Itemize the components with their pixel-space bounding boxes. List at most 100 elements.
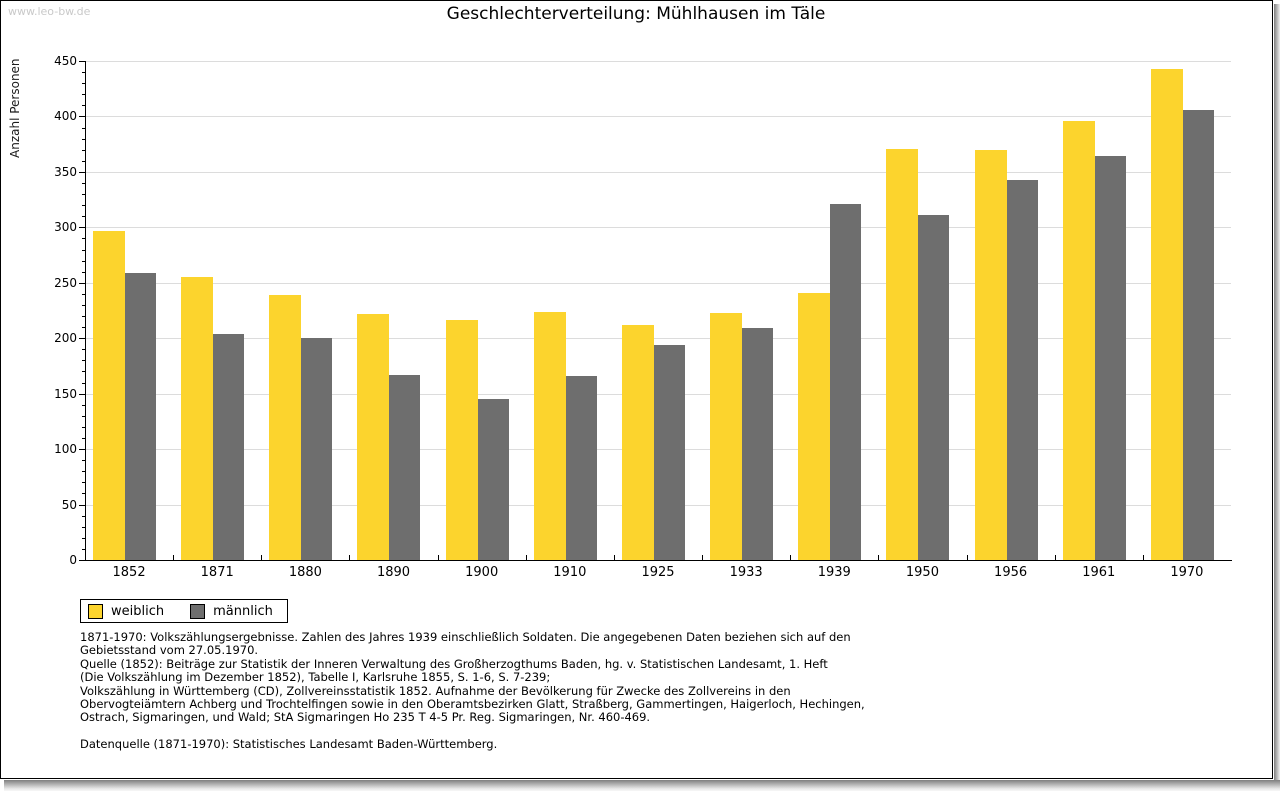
y-minor-tick-320 <box>82 205 85 207</box>
bar-männlich-1880 <box>301 338 333 560</box>
y-major-tick-200 <box>79 338 85 340</box>
y-minor-tick-390 <box>82 127 85 129</box>
y-major-tick-400 <box>79 116 85 118</box>
source-notes: 1871-1970: Volkszählungsergebnisse. Zahl… <box>80 630 1220 725</box>
source-note-line: Ostrach, Sigmaringen, und Wald; StA Sigm… <box>80 710 651 725</box>
y-minor-tick-130 <box>82 415 85 417</box>
y-minor-tick-170 <box>82 371 85 373</box>
chart-title: Geschlechterverteilung: Mühlhausen im Tä… <box>446 4 826 24</box>
x-tick-7 <box>702 555 703 560</box>
x-tick-label-1890: 1890 <box>376 565 411 580</box>
y-major-tick-350 <box>79 171 85 173</box>
bar-männlich-1871 <box>213 333 245 560</box>
legend-swatch-weiblich <box>88 603 103 619</box>
bar-männlich-1900 <box>477 399 509 560</box>
y-minor-tick-280 <box>82 249 85 251</box>
y-minor-tick-410 <box>82 105 85 107</box>
bar-weiblich-1880 <box>269 294 302 560</box>
x-tick-label-1939: 1939 <box>817 565 851 580</box>
x-tick-9 <box>878 555 879 560</box>
bar-männlich-1933 <box>742 328 774 560</box>
frame-shadow-right <box>1274 4 1280 780</box>
bar-weiblich-1890 <box>357 313 390 560</box>
bar-weiblich-1925 <box>621 324 654 560</box>
x-tick-label-1910: 1910 <box>553 565 587 580</box>
y-minor-tick-140 <box>82 404 85 406</box>
x-tick-11 <box>1055 555 1056 560</box>
gridline-350 <box>85 171 1231 173</box>
y-minor-tick-30 <box>82 526 85 528</box>
gridline-200 <box>85 338 1231 340</box>
y-minor-tick-330 <box>82 194 85 196</box>
y-major-tick-50 <box>79 504 85 506</box>
y-minor-tick-180 <box>82 360 85 362</box>
bar-männlich-1970 <box>1182 109 1214 560</box>
source-note-line: Quelle (1852): Beiträge zur Statistik de… <box>80 656 828 671</box>
y-minor-tick-70 <box>82 482 85 484</box>
legend-label-weiblich: weiblich <box>111 603 165 619</box>
y-tick-label-0: 0 <box>69 553 77 567</box>
y-minor-tick-190 <box>82 349 85 351</box>
y-minor-tick-120 <box>82 426 85 428</box>
bar-weiblich-1961 <box>1062 120 1095 560</box>
bar-weiblich-1910 <box>533 311 566 560</box>
bar-männlich-1925 <box>653 344 685 560</box>
x-tick-6 <box>614 555 615 560</box>
gridline-400 <box>85 116 1231 118</box>
bar-männlich-1939 <box>830 204 862 560</box>
y-tick-label-300: 300 <box>54 220 77 235</box>
bar-weiblich-1939 <box>798 292 831 560</box>
y-tick-label-450: 450 <box>54 54 77 68</box>
watermark: www.leo-bw.de <box>8 5 91 18</box>
plot-area: 0 50 100 150 200 250 300 350 400 450 1852 1871 1880 1… <box>54 54 1232 580</box>
bar-männlich-1852 <box>125 272 156 560</box>
bar-weiblich-1871 <box>181 277 214 560</box>
x-tick-label-1880: 1880 <box>288 565 322 580</box>
y-minor-tick-260 <box>82 271 85 273</box>
y-minor-tick-240 <box>82 293 85 295</box>
y-minor-tick-360 <box>82 160 85 162</box>
y-minor-tick-420 <box>82 94 85 96</box>
x-tick-8 <box>790 555 791 560</box>
y-minor-tick-290 <box>82 238 85 240</box>
bar-männlich-1950 <box>918 215 950 560</box>
y-tick-label-250: 250 <box>54 275 77 290</box>
y-tick-label-200: 200 <box>54 331 77 346</box>
bar-weiblich-1970 <box>1150 68 1183 560</box>
y-minor-tick-230 <box>82 304 85 306</box>
x-tick-label-1852: 1852 <box>112 565 146 580</box>
bar-männlich-1961 <box>1094 156 1126 560</box>
gridline-300 <box>85 227 1231 229</box>
gridline-450 <box>85 61 1231 62</box>
frame-shadow-bottom <box>4 780 1280 791</box>
y-major-tick-100 <box>79 449 85 451</box>
y-major-tick-450 <box>79 61 85 62</box>
y-minor-tick-430 <box>82 83 85 85</box>
datasource-note: Datenquelle (1871-1970): Statistisches L… <box>80 736 498 751</box>
legend-swatch-maennlich <box>190 603 206 619</box>
source-note-line: Volkszählung in Württemberg (CD), Zollve… <box>80 683 791 698</box>
bar-weiblich-1852 <box>93 230 125 560</box>
y-tick-label-400: 400 <box>54 109 77 124</box>
y-minor-tick-210 <box>82 327 85 329</box>
x-tick-label-1900: 1900 <box>465 565 499 580</box>
bar-weiblich-1933 <box>710 312 743 560</box>
source-note-line: (Die Volkszählung im Dezember 1852), Tab… <box>80 670 551 685</box>
x-tick-1 <box>173 555 174 560</box>
y-minor-tick-80 <box>82 471 85 473</box>
y-major-tick-0 <box>79 560 85 561</box>
y-minor-tick-340 <box>82 182 85 184</box>
x-tick-label-1925: 1925 <box>641 565 675 580</box>
source-note-line: Obervogteiämtern Achberg und Trochtelfin… <box>80 697 865 712</box>
x-axis-line <box>85 560 1232 561</box>
x-tick-5 <box>526 555 527 560</box>
y-major-tick-150 <box>79 393 85 395</box>
x-tick-4 <box>438 555 439 560</box>
y-minor-tick-440 <box>82 72 85 74</box>
bar-weiblich-1950 <box>886 148 919 560</box>
y-minor-tick-310 <box>82 216 85 218</box>
y-minor-tick-270 <box>82 260 85 262</box>
x-tick-12 <box>1143 555 1144 560</box>
x-tick-label-1871: 1871 <box>200 565 234 580</box>
y-major-tick-250 <box>79 282 85 284</box>
